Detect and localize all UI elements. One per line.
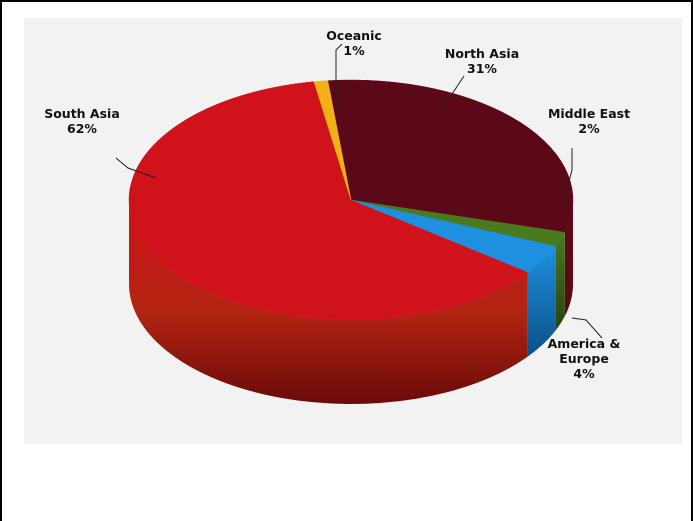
leader-line-north-asia <box>435 75 465 119</box>
pie-side-america-and-europe <box>527 246 556 357</box>
pie-slice-oceanic <box>313 80 352 201</box>
pie-top <box>128 79 574 321</box>
slice-value-middle-east: 2% <box>578 121 600 136</box>
pie-chart: North Asia 31% Middle East 2% America & Europ… <box>44 28 630 404</box>
leader-line-oceanic <box>335 43 343 106</box>
slice-label-south-asia: South Asia 62% <box>44 106 120 136</box>
pie-side-middle-east <box>555 232 565 331</box>
slice-value-south-asia: 62% <box>67 121 97 136</box>
pie-side-south-asia <box>129 200 528 404</box>
pie-depth <box>129 200 573 404</box>
pie-slice-south-asia <box>128 81 529 321</box>
leader-line-middle-east <box>561 148 573 209</box>
slice-label-north-asia: North Asia 31% <box>445 46 519 76</box>
pie-slice-north-asia <box>327 79 574 233</box>
leader-line-america-and-europe <box>571 317 603 339</box>
slice-label-middle-east: Middle East 2% <box>548 106 630 136</box>
leader-line-south-asia <box>115 157 157 179</box>
slice-labels: North Asia 31% Middle East 2% America & Europ… <box>44 28 630 381</box>
slice-value-america-and-europe: 4% <box>573 366 595 381</box>
slice-label-oceanic: Oceanic 1% <box>326 28 382 58</box>
slice-value-north-asia: 31% <box>467 61 497 76</box>
pie-side-north-asia <box>564 200 573 317</box>
leader-lines <box>115 43 603 339</box>
slice-value-oceanic: 1% <box>343 43 365 58</box>
slice-label-america-and-europe: America & Europe 4% <box>548 336 621 381</box>
